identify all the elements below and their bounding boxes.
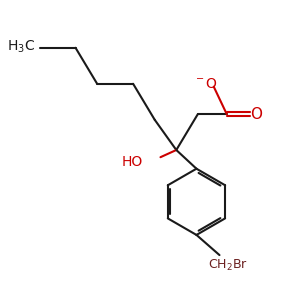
Text: $\mathregular{H_3C}$: $\mathregular{H_3C}$	[7, 38, 35, 55]
Text: O: O	[250, 106, 262, 122]
Text: HO: HO	[122, 154, 143, 169]
Text: $\mathregular{CH_2}$Br: $\mathregular{CH_2}$Br	[208, 258, 248, 273]
Text: $\mathregular{^-O}$: $\mathregular{^-O}$	[193, 77, 218, 92]
